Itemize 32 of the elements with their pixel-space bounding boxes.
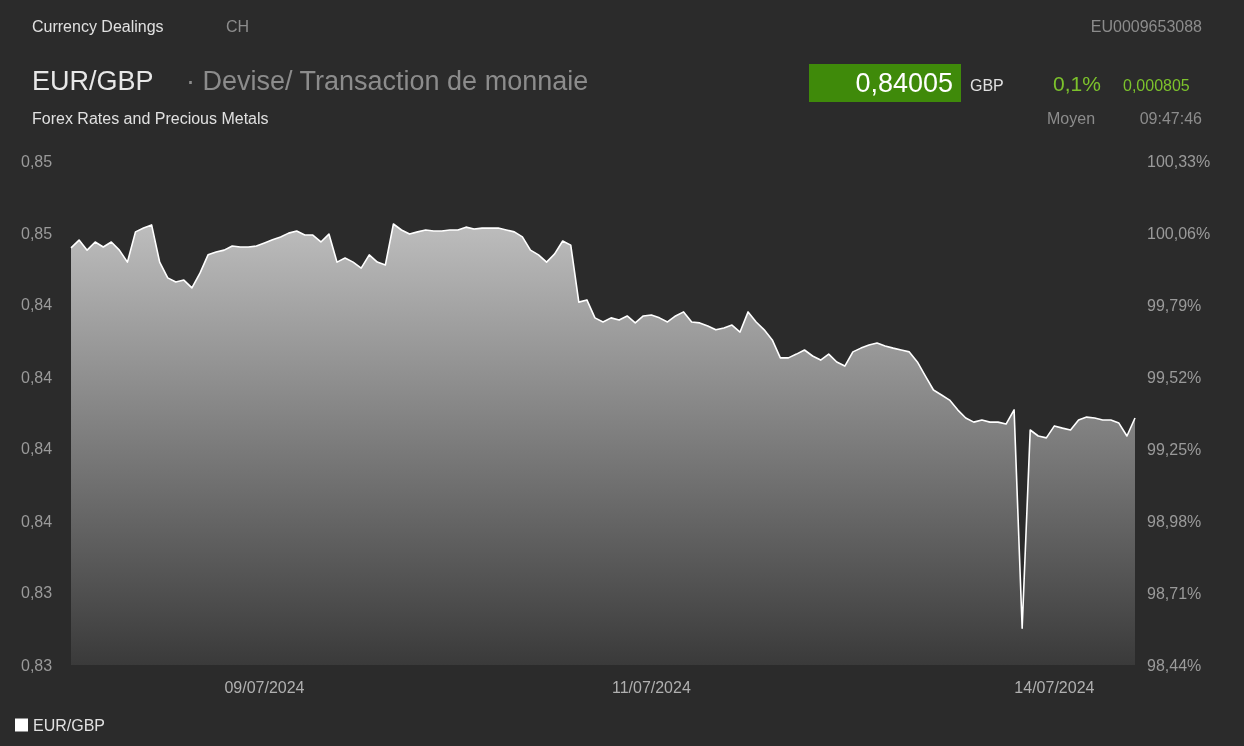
chart-subtitle: · Devise/ Transaction de monnaie [186, 66, 589, 97]
y2-tick-label: 99,52% [1147, 368, 1202, 386]
text: 0,84005 [809, 64, 961, 102]
y2-tick-label: 99,79% [1147, 296, 1202, 314]
text: Currency Dealings [32, 18, 164, 36]
y2-tick-label: 98,44% [1147, 656, 1202, 674]
legend-label: EUR/GBP [33, 716, 106, 734]
text: 0,1% [1053, 72, 1101, 96]
text: Moyen [1047, 110, 1096, 128]
y-tick-label: 0,85 [21, 152, 53, 170]
chart-title: EUR/GBP [32, 66, 154, 97]
y2-tick-label: 99,25% [1147, 440, 1202, 458]
text: 09:47:46 [1139, 110, 1202, 128]
y-tick-label: 0,84 [21, 368, 53, 386]
x-tick-label: 11/07/2024 [611, 678, 691, 696]
y2-tick-label: 98,71% [1147, 584, 1202, 602]
text: 0,000805 [1123, 77, 1190, 95]
y-tick-label: 0,83 [21, 656, 53, 674]
text: EU0009653088 [1090, 18, 1202, 36]
y-tick-label: 0,83 [21, 584, 53, 602]
y2-tick-label: 100,33% [1147, 152, 1211, 170]
y-tick-label: 0,84 [21, 512, 53, 530]
y-tick-label: 0,84 [21, 296, 53, 314]
y2-tick-label: 100,06% [1147, 224, 1211, 242]
y-tick-label: 0,84 [21, 440, 53, 458]
text: Forex Rates and Precious Metals [32, 110, 269, 128]
text: CH [226, 18, 250, 36]
x-tick-label: 09/07/2024 [224, 678, 305, 696]
y-tick-label: 0,85 [21, 224, 53, 242]
y2-tick-label: 98,98% [1147, 512, 1202, 530]
text: GBP [970, 77, 1004, 95]
x-tick-label: 14/07/2024 [1014, 678, 1095, 696]
